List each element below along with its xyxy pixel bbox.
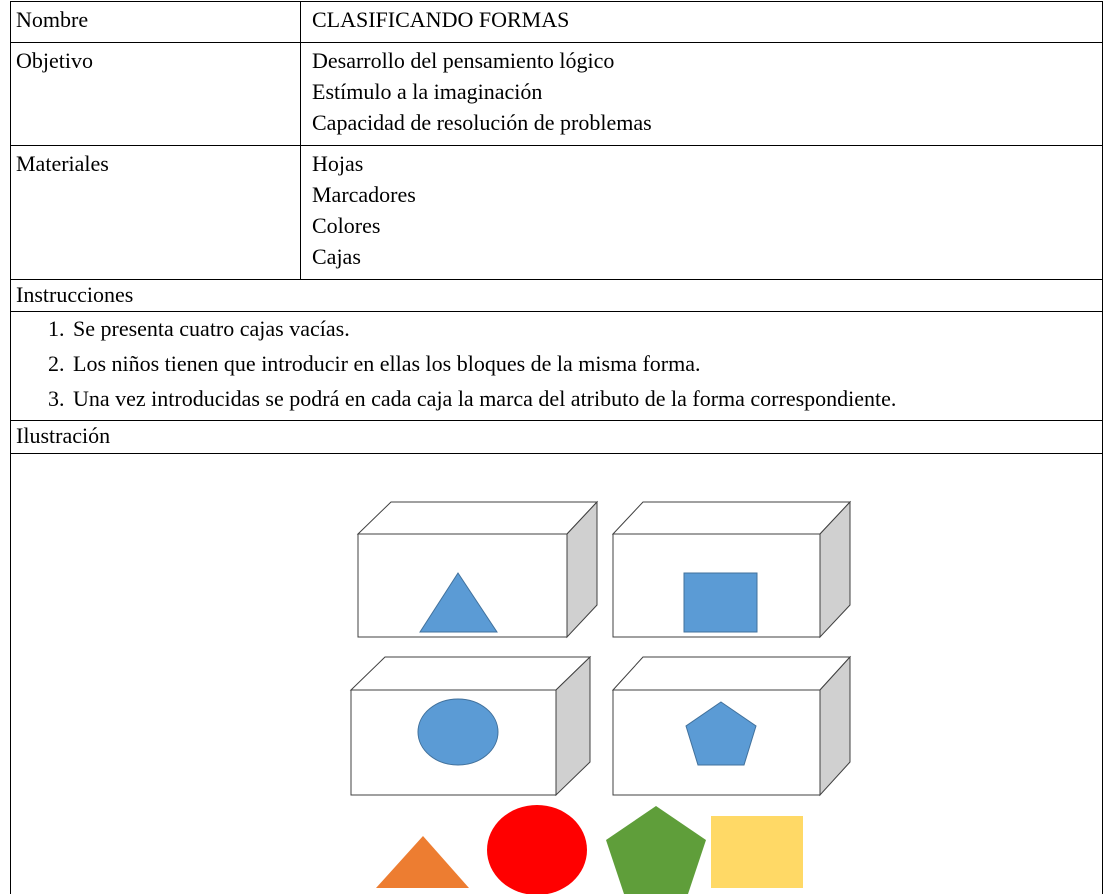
section-label: Instrucciones bbox=[16, 282, 134, 307]
row-label: Materiales bbox=[16, 151, 109, 176]
step-text: Se presenta cuatro cajas vacías. bbox=[73, 316, 350, 341]
step-number: 2. bbox=[48, 351, 65, 376]
row-item: Desarrollo del pensamiento lógico bbox=[312, 48, 615, 73]
row-label: Nombre bbox=[16, 7, 89, 32]
row-item: CLASIFICANDO FORMAS bbox=[312, 7, 570, 32]
table-border bbox=[10, 145, 1103, 146]
table-border bbox=[10, 42, 1103, 43]
table-border bbox=[10, 311, 1103, 312]
table-border bbox=[10, 1, 1103, 2]
step-number: 3. bbox=[48, 386, 65, 411]
yellow-square bbox=[711, 816, 803, 888]
table-border bbox=[10, 1, 11, 894]
row-item: Marcadores bbox=[312, 182, 416, 207]
table-border bbox=[10, 279, 1103, 280]
square-label bbox=[683, 572, 758, 633]
step-number: 1. bbox=[48, 316, 65, 341]
row-item: Capacidad de resolución de problemas bbox=[312, 110, 652, 135]
table-border bbox=[300, 42, 301, 145]
row-label: Objetivo bbox=[16, 48, 93, 73]
row-item: Colores bbox=[312, 213, 381, 238]
step-text: Una vez introducidas se podrá en cada ca… bbox=[73, 386, 897, 411]
row-item: Hojas bbox=[312, 151, 364, 176]
table-border bbox=[10, 420, 1103, 421]
red-circle bbox=[487, 805, 587, 894]
pentagon-label bbox=[685, 701, 757, 766]
table-border bbox=[300, 145, 301, 279]
green-pentagon bbox=[606, 806, 706, 894]
orange-triangle bbox=[376, 836, 469, 888]
section-label: Ilustración bbox=[16, 423, 111, 448]
table-border bbox=[300, 1, 301, 42]
table-border bbox=[10, 453, 1103, 454]
triangle-label bbox=[419, 572, 498, 633]
step-text: Los niños tienen que introducir en ellas… bbox=[73, 351, 701, 376]
row-item: Cajas bbox=[312, 244, 361, 269]
row-item: Estímulo a la imaginación bbox=[312, 79, 543, 104]
circle-label bbox=[417, 698, 499, 766]
